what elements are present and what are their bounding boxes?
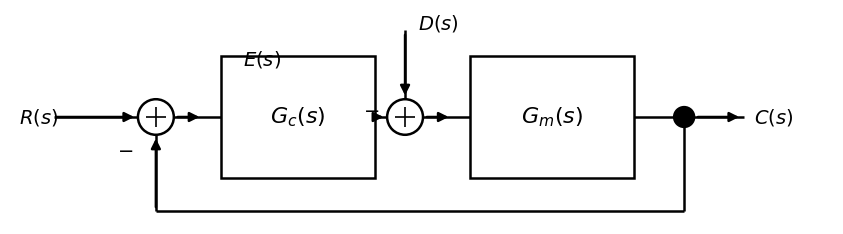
- Text: $G_m(s)$: $G_m(s)$: [521, 105, 583, 129]
- Circle shape: [138, 99, 174, 135]
- Text: $C(s)$: $C(s)$: [754, 106, 793, 128]
- Text: $G_c(s)$: $G_c(s)$: [271, 105, 325, 129]
- Text: $D(s)$: $D(s)$: [418, 13, 459, 34]
- Text: $R(s)$: $R(s)$: [19, 106, 59, 128]
- Circle shape: [387, 99, 423, 135]
- Bar: [470, 56, 634, 178]
- Circle shape: [674, 107, 694, 127]
- Text: $E(s)$: $E(s)$: [244, 49, 282, 69]
- Text: $-$: $-$: [362, 100, 379, 119]
- Text: $-$: $-$: [116, 140, 133, 159]
- Bar: [221, 56, 375, 178]
